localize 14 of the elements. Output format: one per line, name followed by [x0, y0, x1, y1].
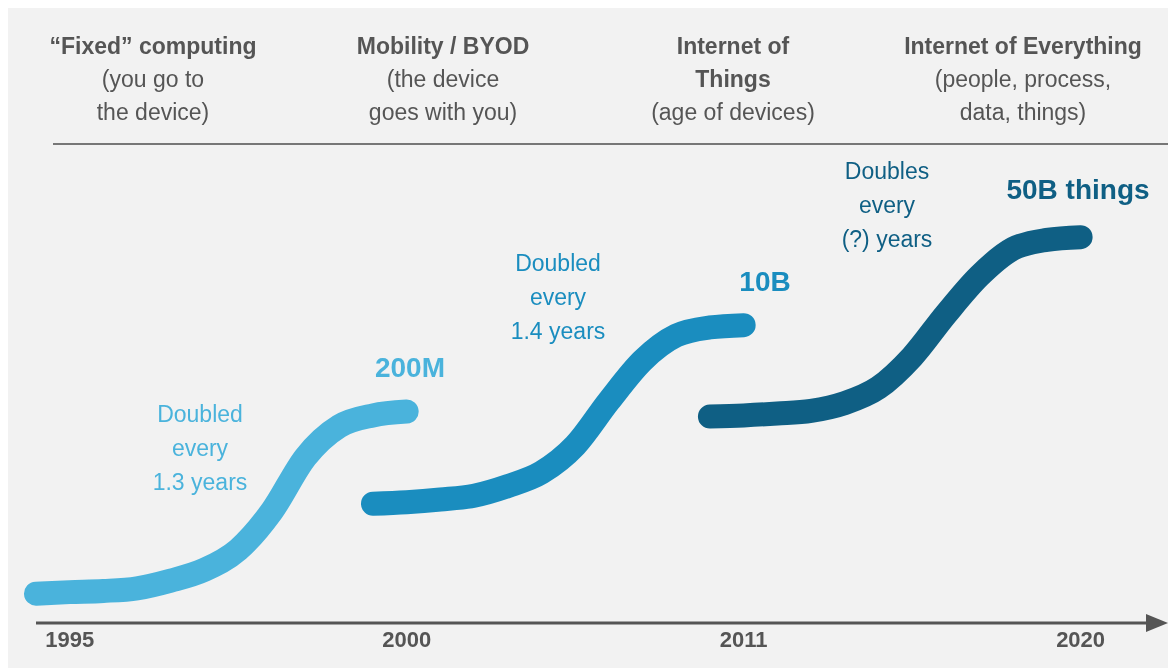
- text: 50B things: [1005, 174, 1151, 206]
- x-tick-label: 2020: [1056, 626, 1106, 652]
- x-tick-label: 2011: [719, 626, 768, 652]
- annotation: Doubled every 1.4 years: [509, 249, 607, 346]
- annotation: Doubled every 1.3 years: [151, 400, 249, 497]
- annotation: 200M: [373, 352, 446, 384]
- text: Internet of Everything (people, process, data, things): [903, 32, 1143, 127]
- x-tick-label: 1995: [45, 626, 95, 652]
- text: Internet of Things (age of devices): [650, 32, 816, 127]
- annotation: 10B: [738, 266, 792, 298]
- text: Mobility / BYOD (the device goes with you): [355, 32, 531, 127]
- x-tick-label: 2000: [382, 626, 432, 652]
- text: “Fixed” computing (you go to the device): [48, 32, 258, 127]
- annotation: Doubles every (?) years: [840, 157, 934, 254]
